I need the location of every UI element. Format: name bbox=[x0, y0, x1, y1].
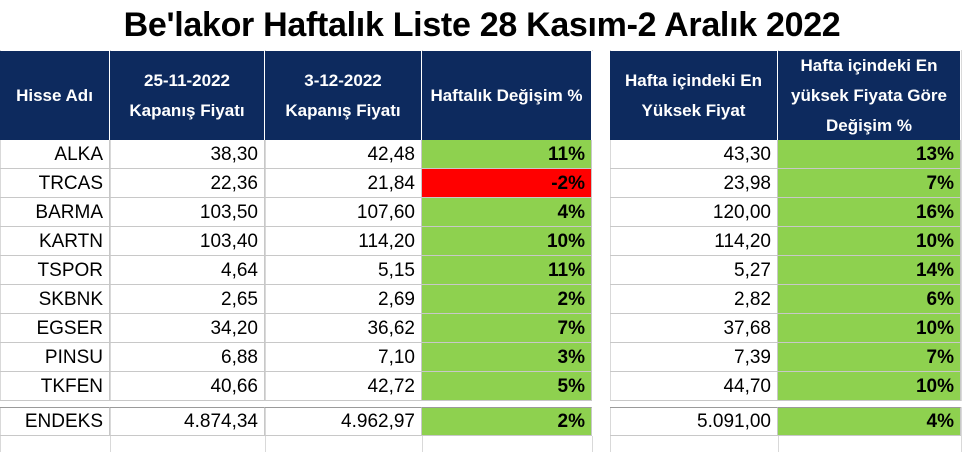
stock-name-cell: TRCAS bbox=[0, 169, 110, 198]
change-percent-cell: 10% bbox=[778, 314, 961, 343]
table-row-cell: 23,98 bbox=[610, 169, 778, 198]
table-row-cell: 42,72 bbox=[265, 372, 422, 401]
column-spacer bbox=[592, 343, 610, 372]
stock-name-cell: PINSU bbox=[0, 343, 110, 372]
change-percent-cell: 7% bbox=[422, 314, 592, 343]
table-row-cell: 37,68 bbox=[610, 314, 778, 343]
change-percent-cell: 13% bbox=[778, 140, 961, 169]
total-row-cell: 5.091,00 bbox=[610, 407, 778, 436]
table-row-cell: 7,39 bbox=[610, 343, 778, 372]
stock-name-cell: TKFEN bbox=[0, 372, 110, 401]
column-spacer bbox=[592, 285, 610, 314]
change-percent-cell: 11% bbox=[422, 140, 592, 169]
table-row-cell: 2,82 bbox=[610, 285, 778, 314]
table-row-cell: 36,62 bbox=[265, 314, 422, 343]
table-row-cell: 107,60 bbox=[265, 198, 422, 227]
table-row-cell: 21,84 bbox=[265, 169, 422, 198]
change-percent-cell: 6% bbox=[778, 285, 961, 314]
table-row-cell: 22,36 bbox=[110, 169, 265, 198]
stock-name-cell: TSPOR bbox=[0, 256, 110, 285]
column-header: Haftalık Değişim % bbox=[422, 51, 592, 140]
change-percent-cell: 7% bbox=[778, 343, 961, 372]
table-row-cell: 34,20 bbox=[110, 314, 265, 343]
table-row-cell: 120,00 bbox=[610, 198, 778, 227]
table-row-cell: 114,20 bbox=[265, 227, 422, 256]
column-spacer bbox=[592, 169, 610, 198]
stock-name-cell: ENDEKS bbox=[0, 407, 110, 436]
gridline bbox=[961, 50, 962, 452]
column-spacer bbox=[592, 51, 610, 140]
stock-name-cell: KARTN bbox=[0, 227, 110, 256]
column-spacer bbox=[592, 407, 610, 436]
table-row-cell: 2,65 bbox=[110, 285, 265, 314]
change-percent-cell: 10% bbox=[422, 227, 592, 256]
table-row-cell: 5,15 bbox=[265, 256, 422, 285]
change-percent-cell: 3% bbox=[422, 343, 592, 372]
change-percent-cell: 10% bbox=[778, 372, 961, 401]
table-row-cell: 44,70 bbox=[610, 372, 778, 401]
change-percent-cell: 7% bbox=[778, 169, 961, 198]
column-header: 25-11-2022 Kapanış Fiyatı bbox=[110, 51, 265, 140]
table-row-cell: 6,88 bbox=[110, 343, 265, 372]
table-row-cell: 7,10 bbox=[265, 343, 422, 372]
table-row-cell: 114,20 bbox=[610, 227, 778, 256]
column-spacer bbox=[592, 140, 610, 169]
column-spacer bbox=[592, 227, 610, 256]
stock-name-cell: ALKA bbox=[0, 140, 110, 169]
stock-name-cell: BARMA bbox=[0, 198, 110, 227]
column-spacer bbox=[592, 372, 610, 401]
stock-name-cell: EGSER bbox=[0, 314, 110, 343]
table-row-cell: 103,40 bbox=[110, 227, 265, 256]
table-row-cell: 2,69 bbox=[265, 285, 422, 314]
column-spacer bbox=[592, 198, 610, 227]
column-header: 3-12-2022 Kapanış Fiyatı bbox=[265, 51, 422, 140]
change-percent-cell: -2% bbox=[422, 169, 592, 198]
column-spacer bbox=[592, 256, 610, 285]
change-percent-cell: 10% bbox=[778, 227, 961, 256]
table-row-cell: 38,30 bbox=[110, 140, 265, 169]
change-percent-cell: 2% bbox=[422, 285, 592, 314]
total-row-cell: 4.874,34 bbox=[110, 407, 265, 436]
table-row-cell: 42,48 bbox=[265, 140, 422, 169]
column-header: Hisse Adı bbox=[0, 51, 110, 140]
change-percent-cell: 11% bbox=[422, 256, 592, 285]
change-percent-cell: 4% bbox=[422, 198, 592, 227]
table-row-cell: 4,64 bbox=[110, 256, 265, 285]
table-separator bbox=[0, 401, 964, 407]
page-title: Be'lakor Haftalık Liste 28 Kasım-2 Aralı… bbox=[123, 5, 841, 44]
table-row-cell: 5,27 bbox=[610, 256, 778, 285]
table-row-cell: 40,66 bbox=[110, 372, 265, 401]
change-percent-cell: 4% bbox=[778, 407, 961, 436]
table-row-cell: 43,30 bbox=[610, 140, 778, 169]
column-spacer bbox=[592, 314, 610, 343]
table-row-cell: 103,50 bbox=[110, 198, 265, 227]
column-header: Hafta içindeki En Yüksek Fiyat bbox=[610, 51, 778, 140]
change-percent-cell: 14% bbox=[778, 256, 961, 285]
change-percent-cell: 5% bbox=[422, 372, 592, 401]
stock-name-cell: SKBNK bbox=[0, 285, 110, 314]
change-percent-cell: 16% bbox=[778, 198, 961, 227]
column-header: Hafta içindeki En yüksek Fiyata Göre Değ… bbox=[778, 51, 961, 140]
change-percent-cell: 2% bbox=[422, 407, 592, 436]
total-row-cell: 4.962,97 bbox=[265, 407, 422, 436]
